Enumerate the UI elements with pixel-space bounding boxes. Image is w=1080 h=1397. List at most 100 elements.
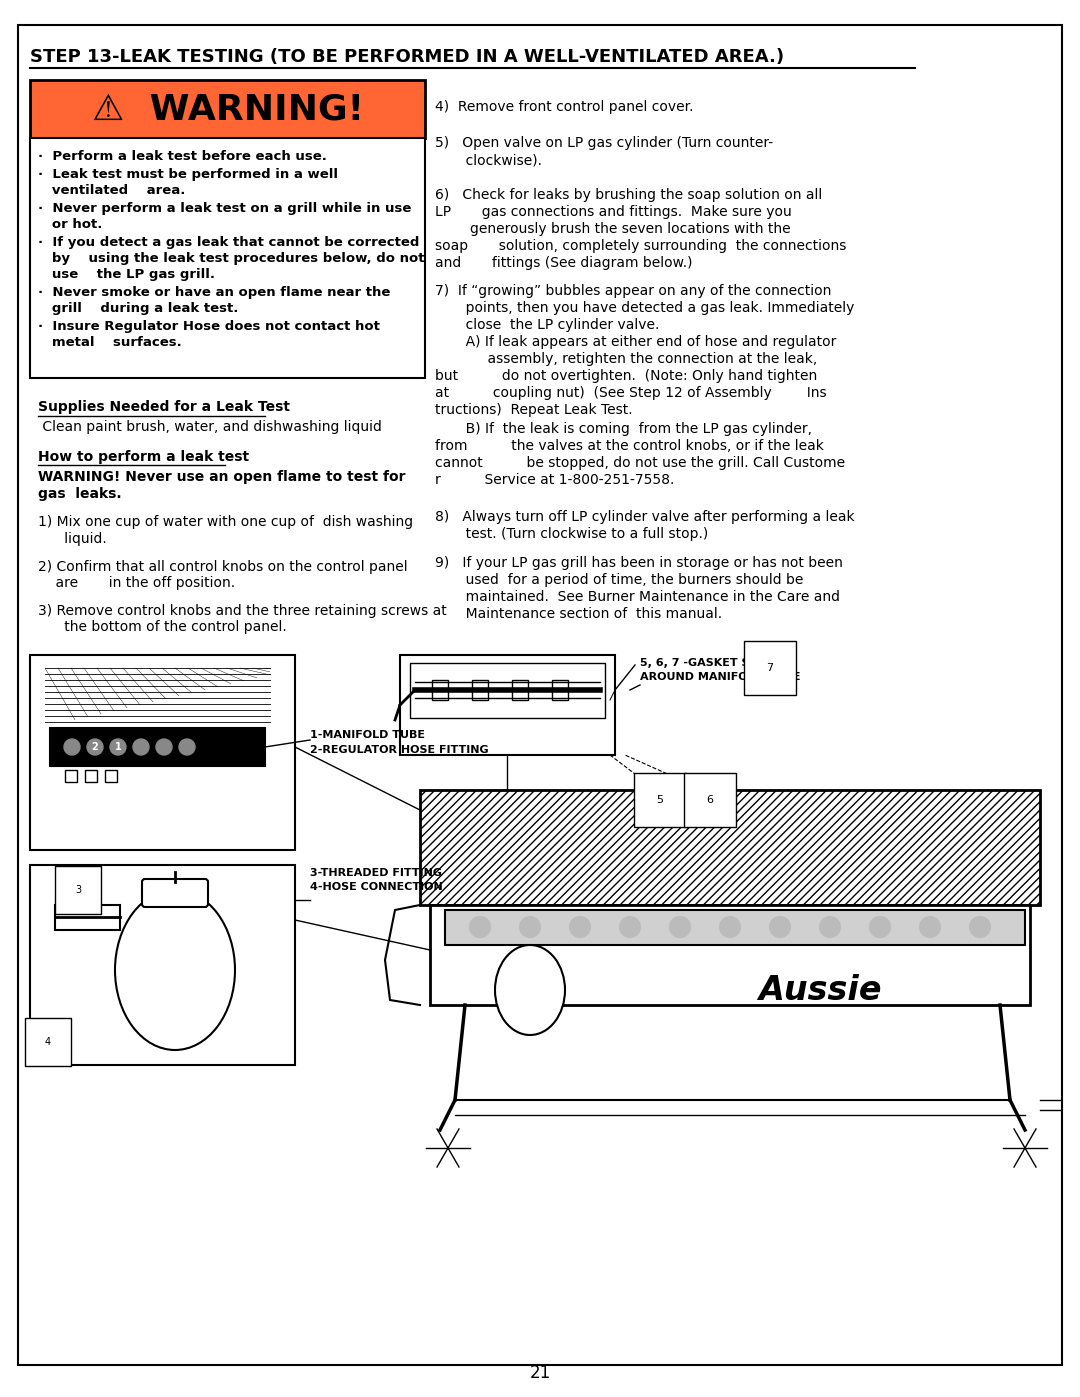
Circle shape [570, 916, 590, 937]
Text: grill    during a leak test.: grill during a leak test. [38, 302, 239, 314]
Text: used  for a period of time, the burners should be: used for a period of time, the burners s… [435, 573, 804, 587]
Circle shape [770, 916, 789, 937]
Text: WARNING! Never use an open flame to test for: WARNING! Never use an open flame to test… [38, 469, 405, 483]
FancyBboxPatch shape [472, 680, 488, 700]
Text: Supplies Needed for a Leak Test: Supplies Needed for a Leak Test [38, 400, 291, 414]
Text: and       fittings (See diagram below.): and fittings (See diagram below.) [435, 256, 692, 270]
Text: 4: 4 [45, 1037, 51, 1046]
FancyBboxPatch shape [30, 865, 295, 1065]
Circle shape [1003, 1126, 1047, 1171]
Text: 5, 6, 7 -GASKET SEAL: 5, 6, 7 -GASKET SEAL [640, 658, 773, 668]
Circle shape [426, 1126, 470, 1171]
FancyBboxPatch shape [85, 770, 97, 782]
Text: at          coupling nut)  (See Step 12 of Assembly        Ins: at coupling nut) (See Step 12 of Assembl… [435, 386, 826, 400]
Circle shape [670, 916, 690, 937]
Text: maintained.  See Burner Maintenance in the Care and: maintained. See Burner Maintenance in th… [435, 590, 840, 604]
Text: A) If leak appears at either end of hose and regulator: A) If leak appears at either end of hose… [435, 335, 836, 349]
Text: 4)  Remove front control panel cover.: 4) Remove front control panel cover. [435, 101, 693, 115]
Text: 5)   Open valve on LP gas cylinder (Turn counter-: 5) Open valve on LP gas cylinder (Turn c… [435, 136, 773, 149]
FancyBboxPatch shape [141, 879, 208, 907]
Text: ·  Never perform a leak test on a grill while in use: · Never perform a leak test on a grill w… [38, 203, 411, 215]
FancyBboxPatch shape [432, 680, 448, 700]
Text: ·  Insure Regulator Hose does not contact hot: · Insure Regulator Hose does not contact… [38, 320, 380, 332]
Text: Clean paint brush, water, and dishwashing liquid: Clean paint brush, water, and dishwashin… [38, 420, 382, 434]
Text: tructions)  Repeat Leak Test.: tructions) Repeat Leak Test. [435, 402, 633, 416]
Text: ·  Leak test must be performed in a well: · Leak test must be performed in a well [38, 168, 338, 182]
Text: 3) Remove control knobs and the three retaining screws at: 3) Remove control knobs and the three re… [38, 604, 447, 617]
FancyBboxPatch shape [30, 80, 426, 138]
Text: How to perform a leak test: How to perform a leak test [38, 450, 249, 464]
Circle shape [970, 916, 990, 937]
Circle shape [156, 739, 172, 754]
Text: 9)   If your LP gas grill has been in storage or has not been: 9) If your LP gas grill has been in stor… [435, 556, 842, 570]
Text: 1-MANIFOLD TUBE: 1-MANIFOLD TUBE [310, 731, 426, 740]
Circle shape [87, 739, 103, 754]
Text: ·  Never smoke or have an open flame near the: · Never smoke or have an open flame near… [38, 286, 390, 299]
Text: 6)   Check for leaks by brushing the soap solution on all: 6) Check for leaks by brushing the soap … [435, 189, 822, 203]
Text: ventilated    area.: ventilated area. [38, 184, 186, 197]
Text: Aussie: Aussie [758, 974, 881, 1006]
Circle shape [720, 916, 740, 937]
Text: STEP 13-LEAK TESTING (TO BE PERFORMED IN A WELL-VENTILATED AREA.): STEP 13-LEAK TESTING (TO BE PERFORMED IN… [30, 47, 784, 66]
Text: 3-THREADED FITTING: 3-THREADED FITTING [310, 868, 442, 877]
Text: but          do not overtighten.  (Note: Only hand tighten: but do not overtighten. (Note: Only hand… [435, 369, 818, 383]
Circle shape [870, 916, 890, 937]
Text: assembly, retighten the connection at the leak,: assembly, retighten the connection at th… [435, 352, 818, 366]
Text: 1) Mix one cup of water with one cup of  dish washing: 1) Mix one cup of water with one cup of … [38, 515, 414, 529]
Text: from          the valves at the control knobs, or if the leak: from the valves at the control knobs, or… [435, 439, 824, 453]
Text: 5: 5 [657, 795, 663, 805]
Text: 2-REGULATOR HOSE FITTING: 2-REGULATOR HOSE FITTING [310, 745, 488, 754]
Circle shape [110, 739, 126, 754]
Text: LP       gas connections and fittings.  Make sure you: LP gas connections and fittings. Make su… [435, 205, 792, 219]
FancyBboxPatch shape [430, 905, 1030, 1004]
Ellipse shape [114, 890, 235, 1051]
Text: 2) Confirm that all control knobs on the control panel: 2) Confirm that all control knobs on the… [38, 560, 407, 574]
Text: clockwise).: clockwise). [435, 154, 542, 168]
Text: 7)  If “growing” bubbles appear on any of the connection: 7) If “growing” bubbles appear on any of… [435, 284, 832, 298]
Text: or hot.: or hot. [38, 218, 103, 231]
Text: 2: 2 [92, 742, 98, 752]
Text: 21: 21 [529, 1363, 551, 1382]
Text: Maintenance section of  this manual.: Maintenance section of this manual. [435, 608, 723, 622]
Circle shape [820, 916, 840, 937]
Text: 3: 3 [75, 886, 81, 895]
FancyBboxPatch shape [400, 655, 615, 754]
Text: points, then you have detected a gas leak. Immediately: points, then you have detected a gas lea… [435, 300, 854, 314]
Text: ·  If you detect a gas leak that cannot be corrected: · If you detect a gas leak that cannot b… [38, 236, 419, 249]
Circle shape [64, 739, 80, 754]
Text: soap       solution, completely surrounding  the connections: soap solution, completely surrounding th… [435, 239, 847, 253]
Text: 1: 1 [114, 742, 121, 752]
Text: 7: 7 [767, 664, 773, 673]
Text: liquid.: liquid. [38, 532, 107, 546]
Text: close  the LP cylinder valve.: close the LP cylinder valve. [435, 319, 660, 332]
Text: metal    surfaces.: metal surfaces. [38, 337, 181, 349]
Circle shape [470, 916, 490, 937]
Ellipse shape [495, 944, 565, 1035]
Text: 6: 6 [706, 795, 714, 805]
Text: B) If  the leak is coming  from the LP gas cylinder,: B) If the leak is coming from the LP gas… [435, 422, 812, 436]
Text: 4-HOSE CONNECTION: 4-HOSE CONNECTION [310, 882, 443, 893]
FancyBboxPatch shape [410, 664, 605, 718]
FancyBboxPatch shape [512, 680, 528, 700]
FancyBboxPatch shape [30, 138, 426, 379]
FancyBboxPatch shape [55, 905, 120, 930]
FancyBboxPatch shape [30, 655, 295, 849]
Circle shape [620, 916, 640, 937]
Text: use    the LP gas grill.: use the LP gas grill. [38, 268, 215, 281]
FancyBboxPatch shape [65, 770, 77, 782]
Text: are       in the off position.: are in the off position. [38, 576, 235, 590]
Text: by    using the leak test procedures below, do not: by using the leak test procedures below,… [38, 251, 424, 265]
FancyBboxPatch shape [445, 909, 1025, 944]
FancyBboxPatch shape [552, 680, 568, 700]
Circle shape [519, 916, 540, 937]
Text: AROUND MANIFOLD TUBE: AROUND MANIFOLD TUBE [640, 672, 800, 682]
Circle shape [920, 916, 940, 937]
Text: generously brush the seven locations with the: generously brush the seven locations wit… [435, 222, 791, 236]
Circle shape [133, 739, 149, 754]
Text: test. (Turn clockwise to a full stop.): test. (Turn clockwise to a full stop.) [435, 527, 708, 541]
Text: the bottom of the control panel.: the bottom of the control panel. [38, 620, 287, 634]
FancyBboxPatch shape [50, 728, 265, 766]
FancyBboxPatch shape [105, 770, 117, 782]
FancyBboxPatch shape [420, 789, 1040, 905]
Text: cannot          be stopped, do not use the grill. Call Custome: cannot be stopped, do not use the grill.… [435, 455, 846, 469]
